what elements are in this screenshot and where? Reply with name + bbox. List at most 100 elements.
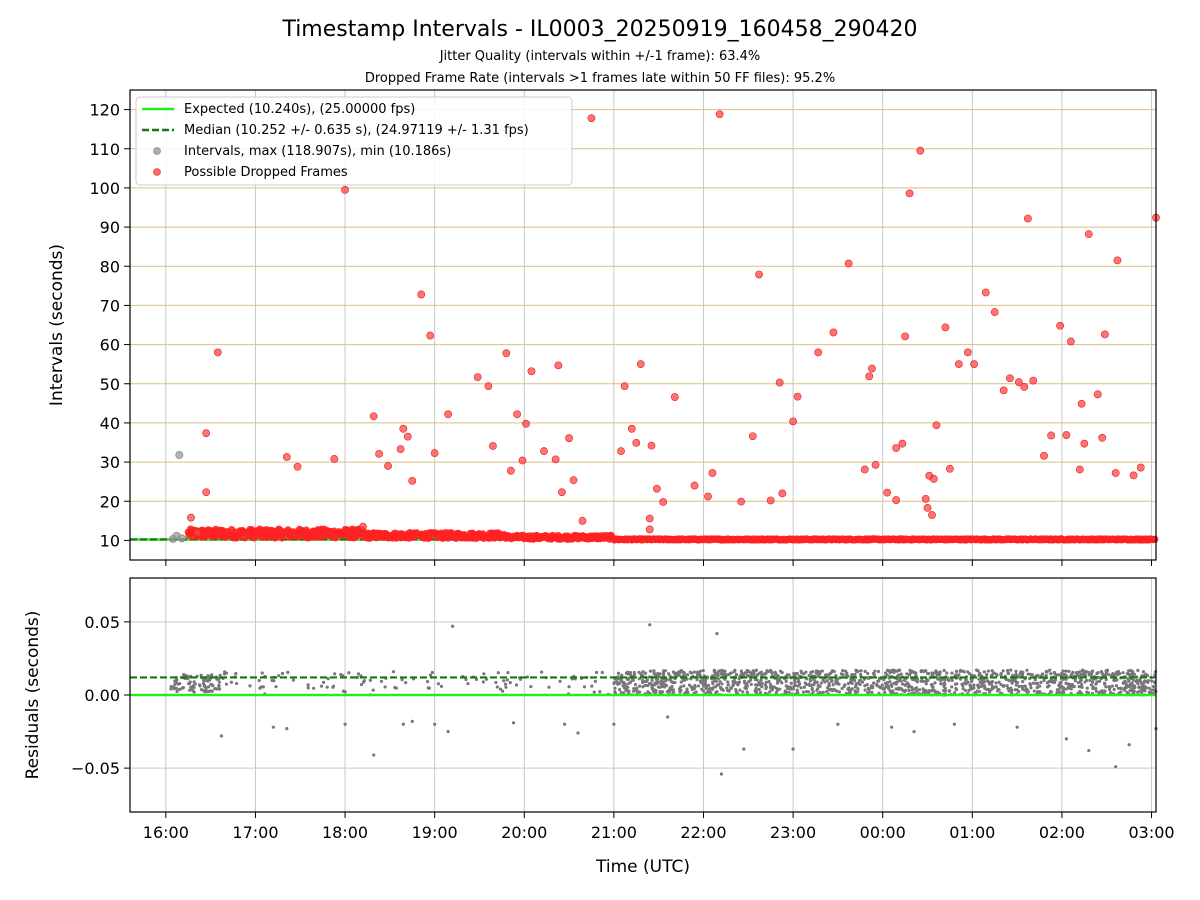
- residual-point: [204, 686, 208, 690]
- residual-point: [787, 685, 791, 689]
- dropped-frame-point: [1056, 321, 1065, 330]
- residual-point: [224, 671, 229, 675]
- dropped-frame-point: [892, 496, 901, 504]
- residual-point: [700, 687, 704, 691]
- residual-point: [1006, 671, 1011, 676]
- residual-point: [372, 753, 376, 757]
- dropped-frame-point: [617, 447, 625, 456]
- dropped-frame-point: [551, 455, 560, 464]
- residual-point: [410, 719, 414, 723]
- residual-point: [286, 670, 290, 675]
- residual-point: [1115, 678, 1119, 682]
- residual-point: [1150, 688, 1154, 692]
- residual-point: [1069, 672, 1074, 677]
- dropped-frame-point: [558, 488, 566, 497]
- residual-point: [1121, 681, 1125, 685]
- x-tick-label: 02:00: [1039, 823, 1085, 842]
- residual-point: [1047, 684, 1051, 688]
- residual-point: [1103, 682, 1107, 686]
- residual-point: [647, 675, 651, 679]
- residual-point: [935, 672, 939, 677]
- residual-point: [343, 722, 347, 726]
- residual-point: [791, 747, 795, 751]
- dropped-frame-point: [627, 424, 636, 433]
- residual-point: [997, 680, 1001, 684]
- residual-point: [844, 669, 848, 673]
- residual-point: [827, 684, 831, 688]
- dropped-frame-point: [587, 114, 596, 123]
- dropped-frame-point: [1066, 337, 1075, 346]
- dropped-frame-point: [293, 462, 302, 471]
- dropped-frame-point: [620, 382, 629, 390]
- residual-point: [985, 679, 990, 683]
- residual-point: [1014, 679, 1018, 684]
- residual-point: [903, 678, 907, 682]
- residual-point: [652, 672, 656, 676]
- x-tick-label: 22:00: [680, 823, 726, 842]
- residual-point: [1141, 689, 1145, 693]
- residual-point: [931, 688, 935, 692]
- intervals-y-tick-label: 110: [89, 140, 120, 159]
- residual-point: [754, 683, 758, 687]
- residual-point: [1025, 668, 1029, 672]
- residual-point: [955, 682, 959, 686]
- residual-point: [205, 690, 209, 694]
- residual-point: [650, 687, 654, 691]
- residual-point: [1039, 680, 1043, 684]
- residual-point: [689, 671, 694, 675]
- residual-point: [942, 668, 946, 673]
- residual-point: [867, 675, 871, 679]
- dropped-frame-point: [871, 460, 880, 469]
- dropped-frame-point: [999, 386, 1008, 395]
- dropped-frame-point: [645, 525, 654, 534]
- residual-point: [176, 682, 180, 686]
- dropped-frame-point: [1098, 433, 1107, 442]
- dropped-frame-point: [921, 494, 930, 503]
- residual-point: [745, 682, 749, 686]
- residual-point: [1116, 673, 1120, 677]
- intervals-plot: 10 20 30 40 50 60 70 80 90 100 110 120 Intervals (s…: [47, 89, 1160, 566]
- residual-point: [1085, 678, 1089, 683]
- residual-point: [428, 673, 433, 677]
- residual-point: [1104, 672, 1108, 676]
- residual-point: [1023, 684, 1027, 688]
- residual-point: [721, 688, 725, 693]
- residual-point: [1057, 683, 1061, 688]
- residual-point: [1065, 682, 1069, 686]
- residual-point: [834, 678, 838, 682]
- residual-point: [716, 674, 720, 678]
- residual-point: [633, 683, 638, 687]
- residual-point: [890, 669, 894, 674]
- residual-point: [759, 670, 764, 674]
- residual-point: [810, 686, 814, 690]
- residual-point: [840, 686, 844, 691]
- residual-point: [582, 685, 587, 689]
- residual-point: [809, 670, 813, 675]
- residual-point: [191, 689, 195, 693]
- residual-point: [663, 685, 667, 689]
- residual-point: [921, 679, 925, 684]
- residual-point: [291, 678, 295, 682]
- residual-point: [898, 668, 902, 672]
- residual-point: [708, 686, 712, 691]
- intervals-y-tick-label: 90: [100, 218, 120, 237]
- residual-point: [657, 674, 661, 679]
- legend-expected-label: Expected (10.240s), (25.00000 fps): [184, 102, 415, 117]
- residual-point: [1141, 670, 1146, 674]
- residual-point: [979, 680, 983, 685]
- residual-point: [540, 670, 544, 674]
- dropped-frame-point: [417, 290, 426, 299]
- residual-point: [849, 679, 853, 683]
- residual-point: [911, 677, 915, 682]
- residual-point: [906, 685, 911, 689]
- residual-point: [736, 682, 740, 687]
- dropped-frame-point: [1136, 463, 1145, 472]
- residual-point: [890, 725, 894, 729]
- x-tick-label: 19:00: [412, 823, 458, 842]
- residual-point: [592, 690, 596, 694]
- residual-point: [947, 678, 951, 683]
- residual-point: [1014, 669, 1018, 674]
- residual-point: [1070, 682, 1075, 687]
- residual-point: [1087, 673, 1091, 677]
- residual-point: [982, 670, 986, 674]
